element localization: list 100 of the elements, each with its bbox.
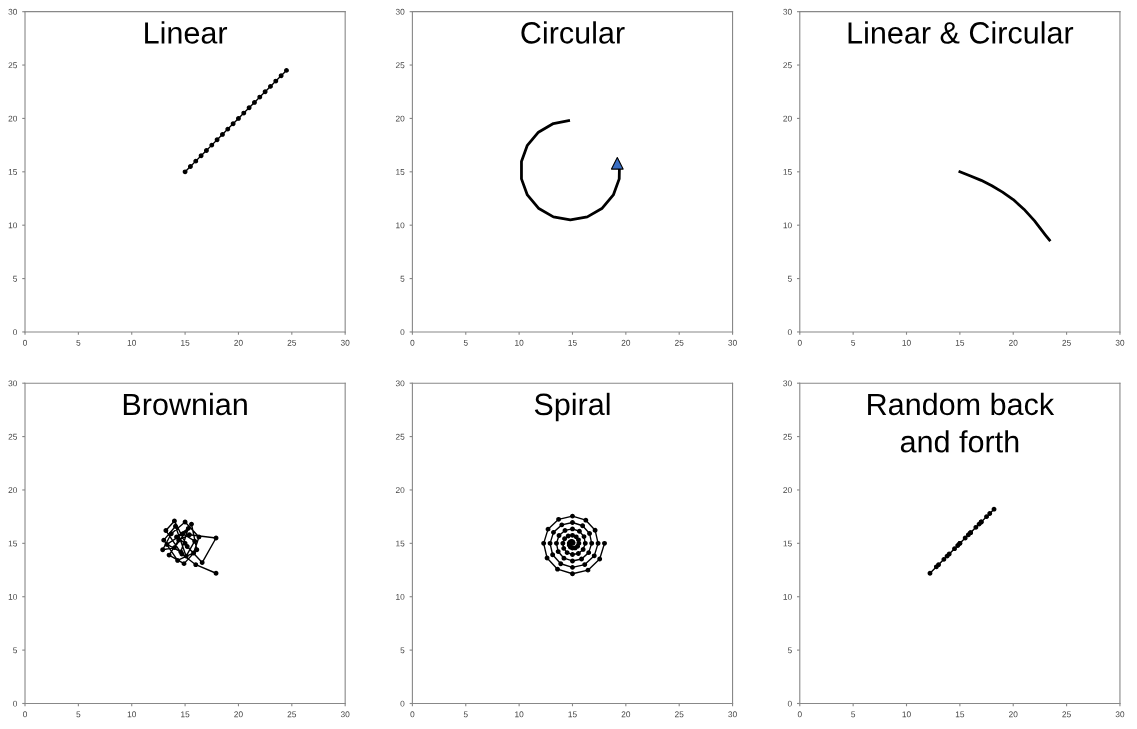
x-tick-label: 20 [234,711,243,718]
x-tick-label: 30 [1115,339,1125,346]
x-tick-label: 25 [287,339,297,346]
y-tick-label: 25 [8,433,18,440]
point [168,531,174,537]
y-tick-label: 20 [783,115,792,122]
point [262,89,268,95]
y-tick-label: 0 [13,700,18,707]
point [213,535,219,541]
y-tick-label: 10 [396,222,405,229]
point [952,546,957,552]
y-tick-label: 25 [783,433,792,440]
x-tick-label: 15 [181,339,190,346]
point [213,570,219,576]
x-tick-label: 30 [728,339,737,346]
y-tick-label: 10 [8,222,18,229]
point [160,547,166,553]
x-tick-label: 30 [728,711,737,718]
y-tick-label: 10 [783,593,792,600]
point [181,561,187,567]
y-tick-label: 10 [783,222,792,229]
point [193,562,199,568]
y-tick-label: 5 [13,647,18,654]
x-tick-label: 10 [127,339,137,346]
x-tick-label: 5 [851,339,856,346]
point [193,158,199,164]
point [987,511,993,516]
x-tick-label: 30 [340,711,350,718]
point [164,541,170,547]
y-tick-label: 30 [8,380,18,387]
y-tick-label: 25 [395,62,405,69]
y-tick-label: 0 [787,329,792,336]
point [220,132,225,137]
y-tick-label: 15 [396,540,405,547]
x-tick-label: 10 [515,339,524,346]
point [198,153,204,159]
x-tick-label: 20 [621,711,631,718]
point [965,532,971,538]
x-tick-label: 0 [797,339,802,346]
point [278,73,284,79]
point [927,570,933,576]
point [187,164,193,169]
point [171,545,177,551]
y-tick-label: 20 [395,115,405,122]
point [214,137,220,143]
x-tick-label: 25 [1062,339,1071,346]
y-tick-label: 10 [396,593,405,600]
y-tick-label: 5 [787,275,792,282]
point [955,543,961,548]
x-tick-label: 10 [902,711,911,718]
y-tick-label: 25 [783,62,792,69]
x-tick-label: 10 [127,711,137,718]
point [175,557,181,563]
point [984,514,989,520]
x-tick-label: 25 [674,711,684,718]
point [933,564,939,570]
point [252,99,257,105]
point [284,67,289,73]
point [171,518,177,524]
x-tick-label: 15 [955,711,965,718]
point [192,538,198,544]
y-tick-label: 0 [400,329,405,336]
point [189,521,194,527]
point [268,83,273,89]
chart-title: Brownian [123,392,247,416]
point [182,169,188,175]
x-tick-label: 5 [76,711,81,718]
point [196,534,202,540]
x-tick-label: 5 [76,339,81,346]
y-tick-label: 10 [8,593,18,600]
point [209,142,215,148]
point [941,556,947,562]
point [186,532,192,538]
y-tick-label: 25 [8,62,18,69]
y-tick-label: 15 [396,169,405,175]
y-tick-label: 30 [395,380,405,387]
text: Random back and forth [868,392,1055,453]
point [161,537,167,543]
point [185,525,191,531]
point [183,553,189,559]
point [191,550,197,556]
x-tick-label: 0 [410,339,415,346]
point [173,523,178,529]
x-tick-label: 20 [1009,711,1018,718]
point [184,544,190,549]
x-tick-label: 0 [23,339,28,346]
y-tick-label: 0 [13,329,18,336]
x-tick-label: 25 [1062,711,1071,718]
x-tick-label: 5 [463,711,468,718]
y-tick-label: 15 [8,540,18,547]
x-tick-label: 15 [181,711,190,718]
x-tick-label: 5 [463,339,468,346]
y-tick-label: 20 [8,487,18,494]
x-tick-label: 20 [621,339,631,346]
point [973,524,979,530]
point [199,560,205,565]
point [962,535,968,541]
x-tick-label: 0 [410,711,415,718]
point [230,121,236,127]
chart-title: Circular [521,21,625,44]
